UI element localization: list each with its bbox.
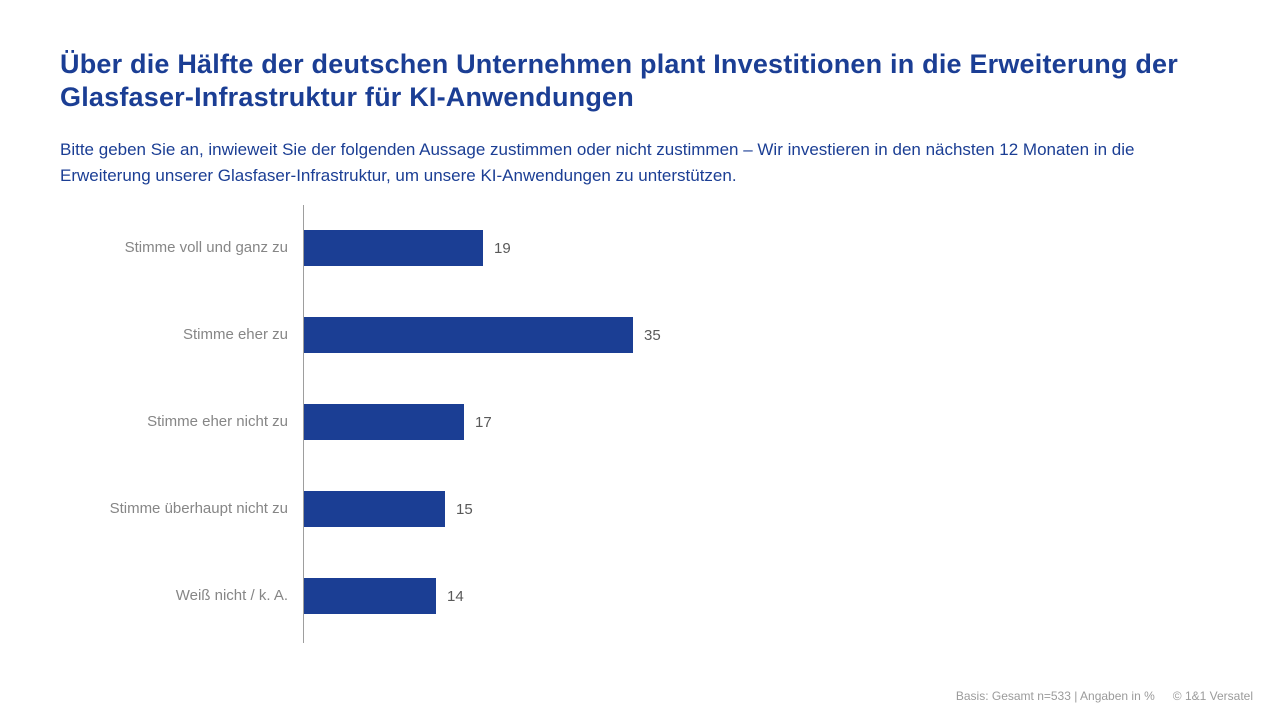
bar	[304, 404, 464, 440]
copyright-note: © 1&1 Versatel	[1172, 689, 1253, 703]
bar	[304, 491, 445, 527]
value-label: 14	[447, 587, 464, 605]
y-axis-line	[303, 205, 304, 643]
category-label: Stimme eher zu	[182, 326, 288, 343]
bar	[304, 578, 436, 614]
bar-row: Stimme überhaupt nicht zu 15	[0, 491, 1280, 527]
bar-chart: Stimme voll und ganz zu 19 Stimme eher z…	[0, 205, 1280, 643]
value-label: 35	[644, 326, 661, 344]
footer: Basis: Gesamt n=533 | Angaben in % © 1&1…	[956, 689, 1253, 703]
bar-row: Stimme voll und ganz zu 19	[0, 230, 1280, 266]
value-label: 19	[494, 239, 511, 257]
category-label: Stimme eher nicht zu	[147, 413, 288, 430]
value-label: 17	[475, 413, 492, 431]
survey-question-subtitle: Bitte geben Sie an, inwieweit Sie der fo…	[60, 140, 1135, 185]
category-label: Weiß nicht / k. A.	[175, 587, 288, 604]
bar-row: Stimme eher zu 35	[0, 317, 1280, 353]
category-label: Stimme voll und ganz zu	[124, 239, 288, 256]
bar	[304, 230, 483, 266]
bar	[304, 317, 633, 353]
page-title: Über die Hälfte der deutschen Unternehme…	[60, 49, 1178, 113]
value-label: 15	[456, 500, 473, 518]
category-label: Stimme überhaupt nicht zu	[109, 500, 288, 517]
bar-row: Weiß nicht / k. A. 14	[0, 578, 1280, 614]
bar-row: Stimme eher nicht zu 17	[0, 404, 1280, 440]
basis-note: Basis: Gesamt n=533 | Angaben in %	[955, 689, 1155, 703]
